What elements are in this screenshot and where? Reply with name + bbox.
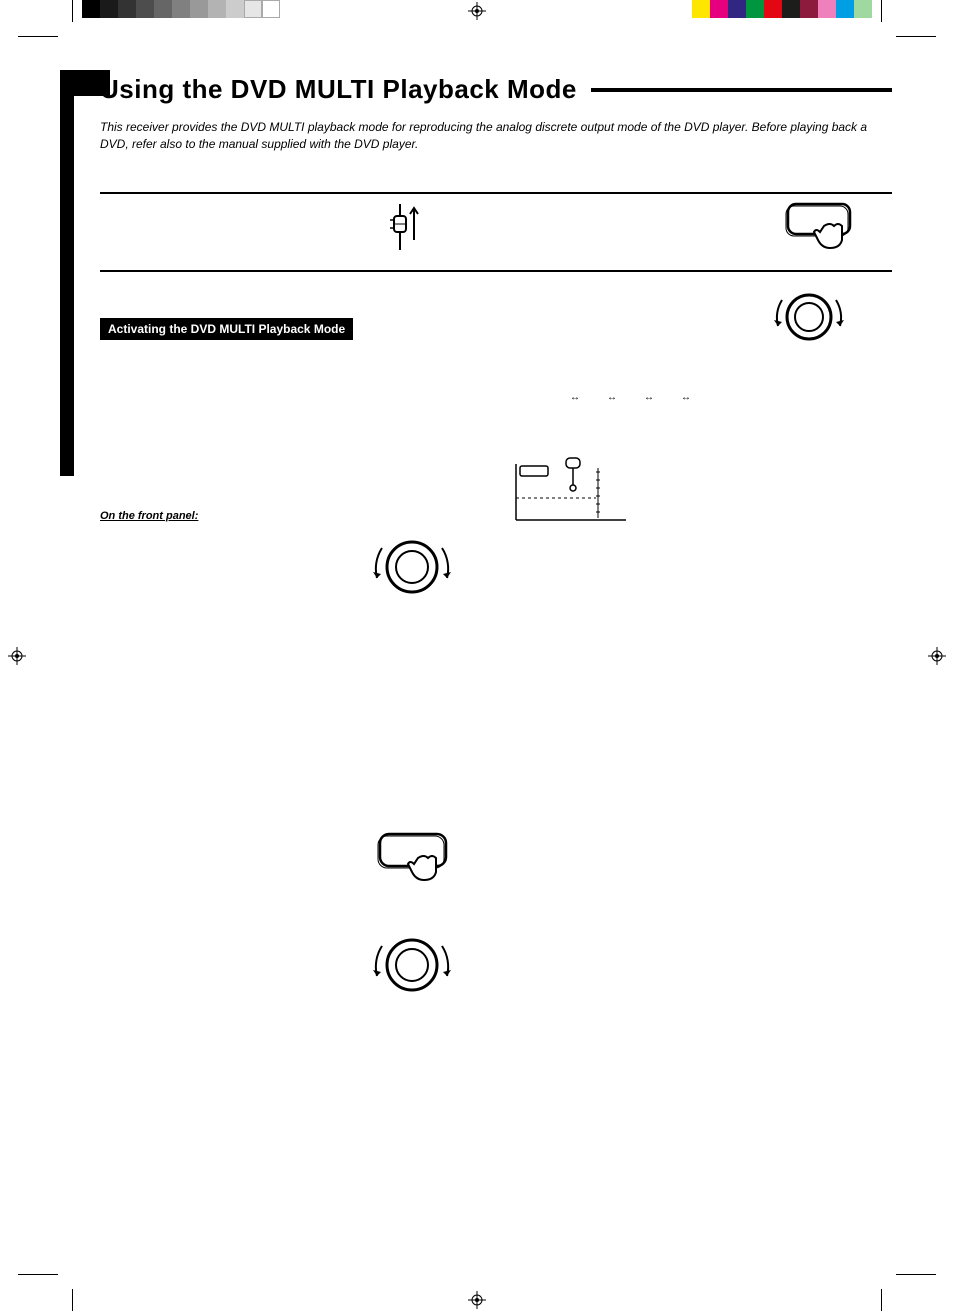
cycle-indicator-row: ↔ ↔ ↔ ↔: [570, 392, 690, 403]
side-black-strip: [60, 96, 74, 476]
cycle-arrow-icon: ↔: [644, 392, 653, 403]
cmyk-calibration-bar: [692, 0, 872, 18]
divider: [100, 192, 892, 194]
registration-mark-icon: [928, 647, 946, 665]
grayscale-calibration-bar: [82, 0, 280, 18]
divider: [100, 270, 892, 272]
intro-paragraph: This receiver provides the DVD MULTI pla…: [100, 119, 892, 154]
title-rule: [591, 88, 892, 92]
crop-line: [72, 0, 73, 22]
button-press-icon: [376, 830, 458, 888]
title-row: Using the DVD MULTI Playback Mode: [100, 70, 892, 105]
registration-mark-icon: [8, 647, 26, 665]
slider-control-icon: [386, 200, 426, 254]
section-heading-bar: Activating the DVD MULTI Playback Mode: [100, 318, 353, 340]
rotary-knob-icon: [764, 282, 854, 352]
rotary-knob-icon: [362, 926, 462, 1004]
front-panel-label: On the front panel:: [100, 510, 198, 522]
crop-line: [18, 1274, 58, 1275]
registration-mark-icon: [468, 2, 486, 20]
page-content: Using the DVD MULTI Playback Mode This r…: [100, 70, 892, 1231]
crop-line: [18, 36, 58, 37]
equalizer-icon: [506, 456, 636, 528]
crop-line: [896, 36, 936, 37]
black-header-tab: [60, 70, 110, 96]
page-title: Using the DVD MULTI Playback Mode: [100, 74, 577, 105]
button-press-icon: [784, 200, 862, 254]
registration-mark-icon: [468, 1291, 486, 1309]
crop-line: [881, 1289, 882, 1311]
rotary-knob-icon: [362, 528, 462, 606]
crop-line: [881, 0, 882, 22]
cycle-arrow-icon: ↔: [607, 392, 616, 403]
crop-line: [72, 1289, 73, 1311]
cycle-arrow-icon: ↔: [570, 392, 579, 403]
cycle-arrow-icon: ↔: [681, 392, 690, 403]
crop-line: [896, 1274, 936, 1275]
